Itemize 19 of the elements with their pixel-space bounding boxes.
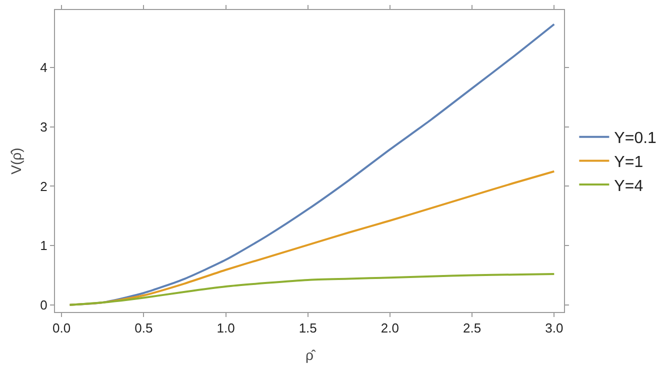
legend-label: Y=1 — [614, 154, 644, 171]
y-tick-label: 2 — [40, 178, 48, 194]
x-tick-label: 0.0 — [52, 320, 71, 336]
x-tick-label: 2.0 — [380, 320, 399, 336]
y-tick-label: 1 — [40, 238, 48, 254]
legend-label: Y=0.1 — [614, 130, 657, 148]
x-axis-title: ρ̂ — [306, 346, 316, 363]
y-tick-label: 3 — [40, 119, 48, 134]
x-tick-label: 0.5 — [134, 320, 153, 336]
x-tick-label: 1.0 — [216, 320, 235, 336]
legend-label: Y=4 — [614, 178, 644, 195]
y-tick-label: 4 — [40, 60, 48, 76]
x-tick-label: 2.5 — [463, 320, 482, 336]
y-axis-title: V(ρ̂) — [8, 148, 24, 174]
y-tick-label: 0 — [40, 297, 48, 312]
x-tick-label: 3.0 — [545, 320, 564, 336]
line-series — [68, 170, 556, 306]
line-series — [68, 273, 556, 306]
x-tick-label: 1.5 — [298, 320, 317, 336]
